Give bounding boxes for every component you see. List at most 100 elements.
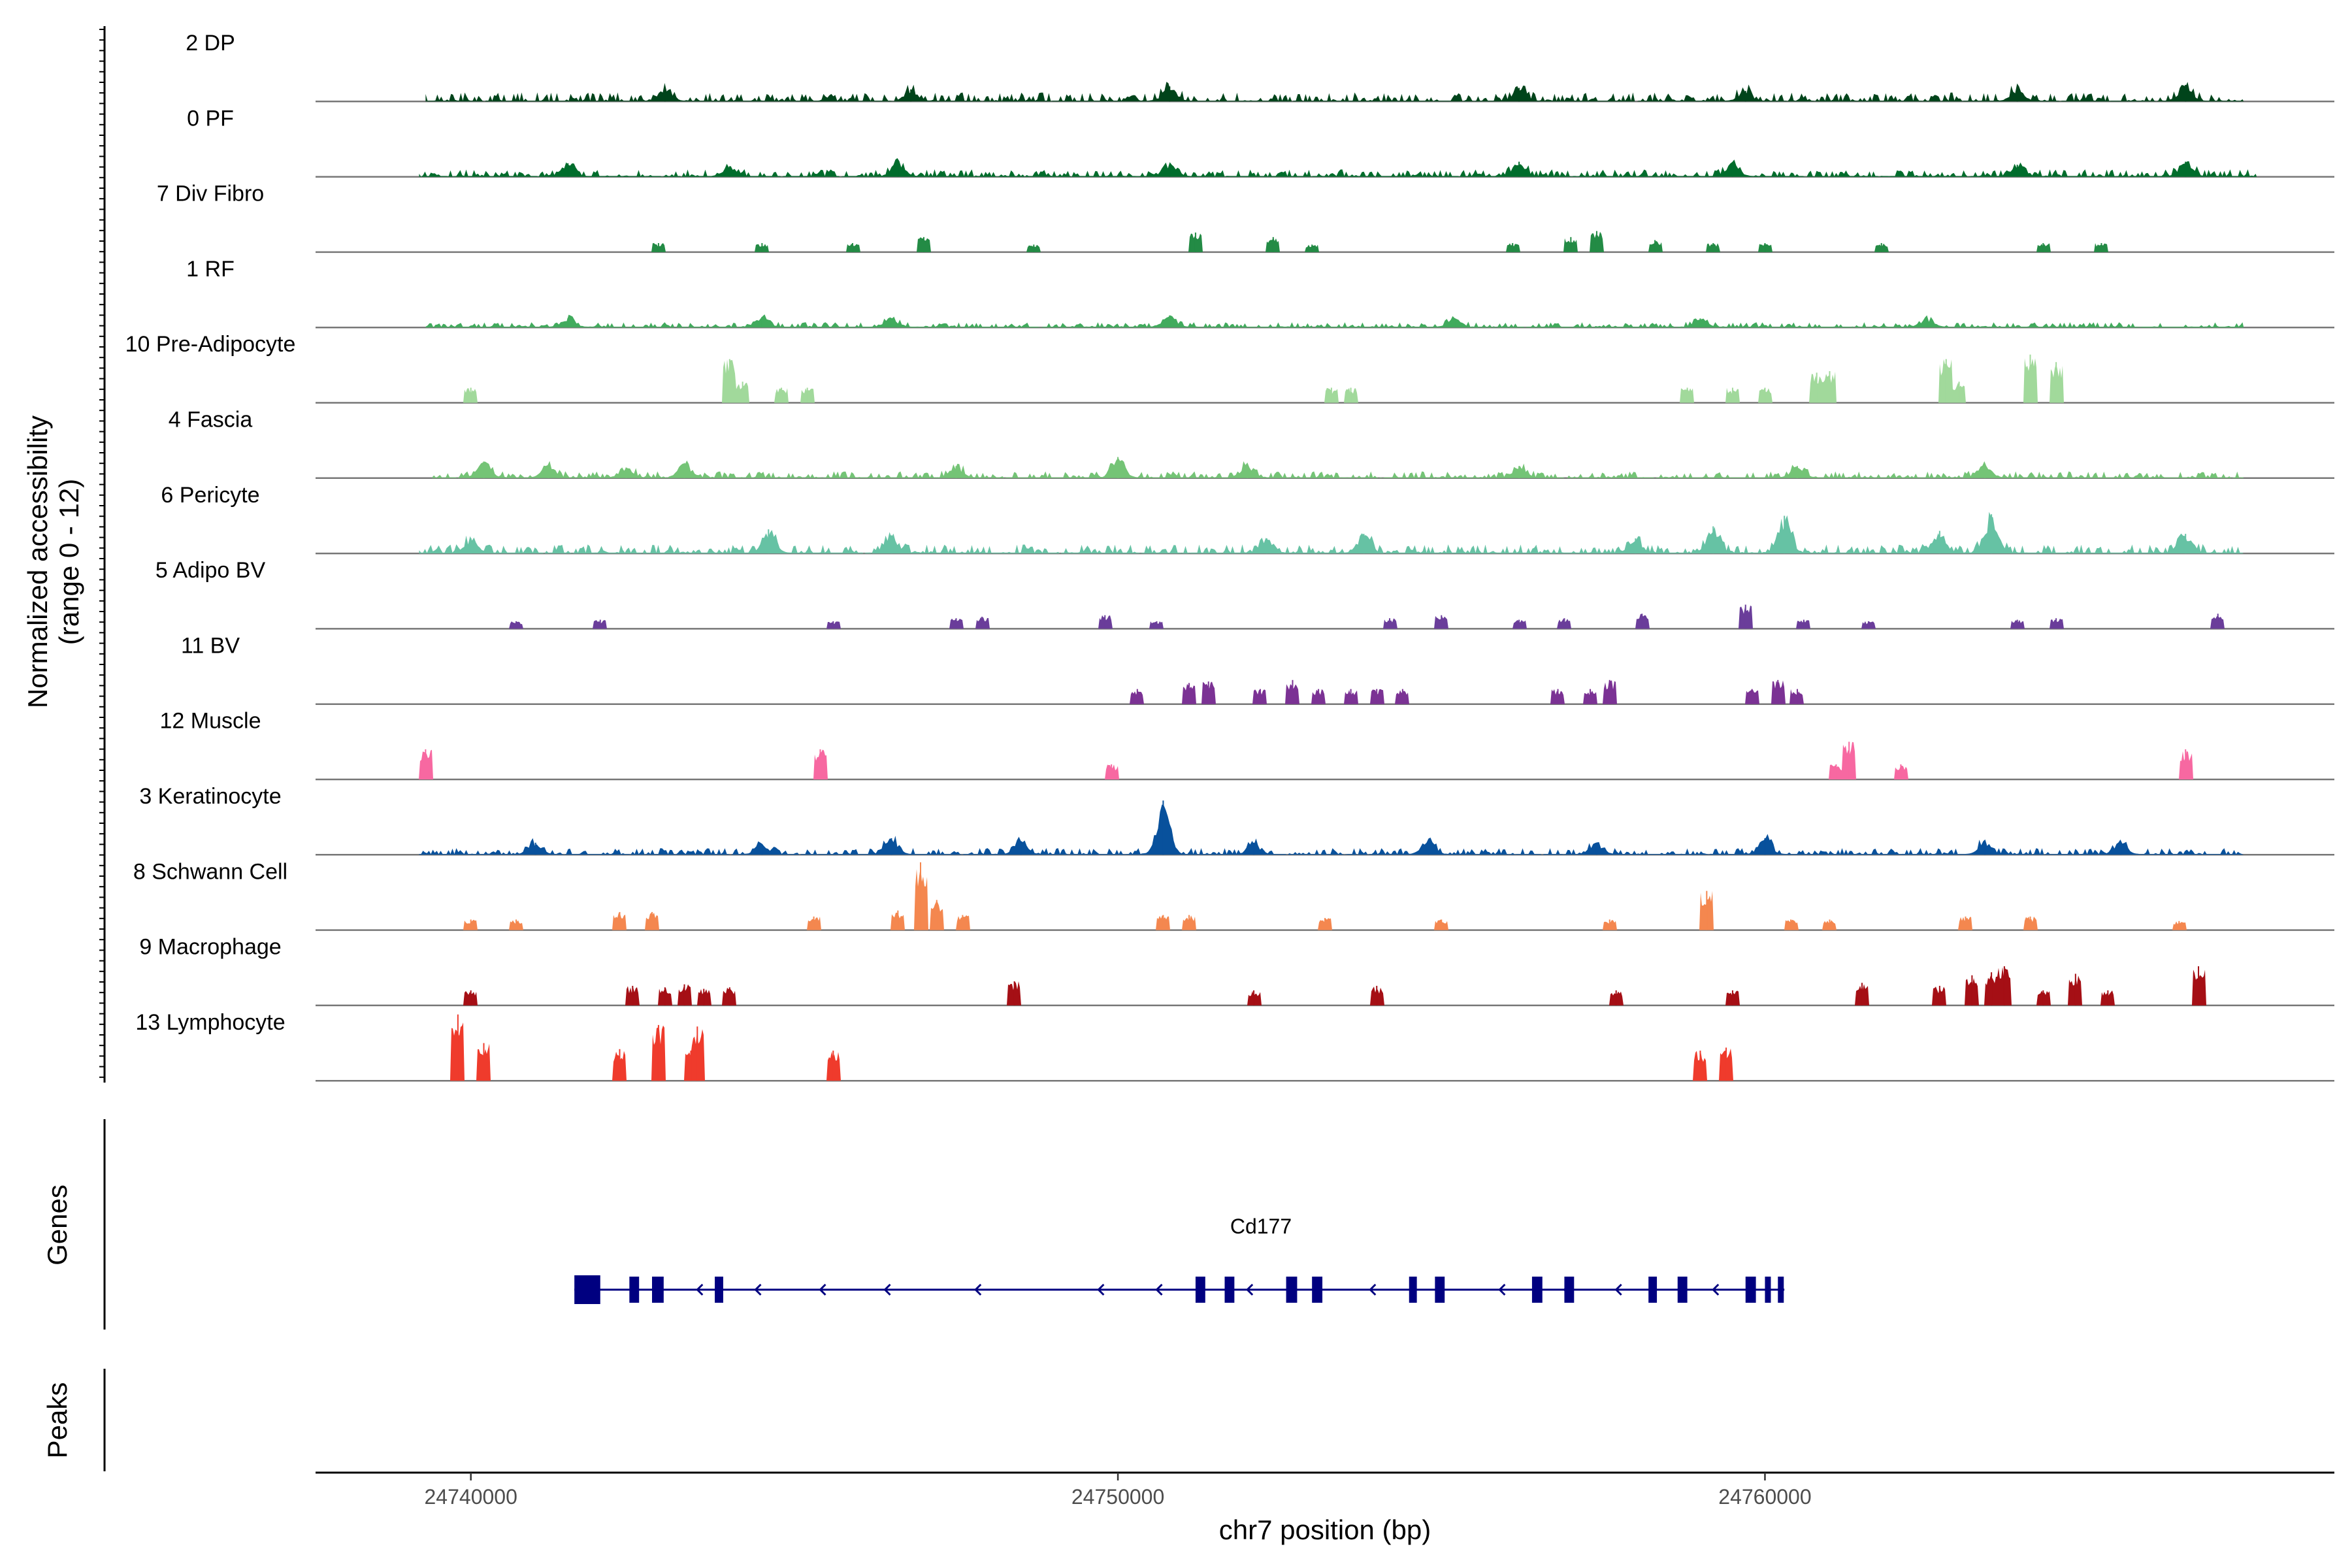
coverage-y-ticks [99,29,105,1078]
peak-9-macrophage-18 [2107,990,2109,1005]
peak-13-lymphocyte-6 [832,1051,834,1081]
track-label-12-muscle: 12 Muscle [160,709,261,734]
track-label-13-lymphocyte: 13 Lymphocyte [135,1010,285,1035]
peak-7-div-fibro-3 [923,237,924,252]
track-label-2-dp: 2 DP [186,31,235,56]
peak-9-macrophage-6 [1013,981,1015,1005]
peak-3-keratinocyte-7 [1595,842,1597,855]
peak-11-bv-5 [1318,689,1320,704]
peak-8-schwann-cell-0 [470,919,472,930]
gene-track [574,1275,1785,1304]
peak-5-adipo-bv-17 [2217,613,2219,629]
peak-10-pre-adipocyte-8 [1731,387,1733,403]
peak-8-schwann-cell-15 [1790,919,1792,930]
peak-0-pf-4 [1518,161,1520,177]
peak-13-lymphocyte-5 [696,1026,698,1081]
track-label-1-rf: 1 RF [186,257,235,282]
track-3-keratinocyte: 3 Keratinocyte [139,784,2334,856]
peak-9-macrophage-0 [470,990,472,1005]
peak-5-adipo-bv-2 [832,621,834,629]
peak-9-macrophage-13 [1971,975,1973,1005]
gene-exon-4 [1195,1277,1205,1303]
peak-9-macrophage-9 [1615,990,1617,1005]
peak-4-fascia-6 [1247,465,1249,478]
peak-5-adipo-bv-15 [2016,619,2018,629]
peak-4-fascia-3 [683,463,685,478]
peak-5-adipo-bv-14 [1867,621,1869,629]
peak-4-fascia-9 [1984,465,1986,478]
peak-4-fascia-2 [625,467,627,478]
peak-11-bv-6 [1350,689,1352,704]
peak-7-div-fibro-5 [1194,232,1196,252]
strand-arrow-5 [1097,1283,1105,1296]
peak-6-pericyte-1 [768,529,770,554]
peak-1-rf-0 [567,318,569,328]
x-axis-ticks: 24740000 24750000 24760000 [425,1473,1812,1509]
peak-9-macrophage-19 [2198,966,2200,1005]
strand-arrow-0 [696,1283,704,1296]
strand-arrow-10 [1563,1283,1571,1296]
peak-10-pre-adipocyte-7 [1686,387,1688,403]
coverage-area-0-pf [419,158,2257,177]
strand-arrow-7 [1246,1283,1254,1296]
peak-11-bv-2 [1207,681,1209,704]
peak-12-muscle-2 [1111,764,1113,779]
gene-exon-0 [574,1275,600,1304]
peak-10-pre-adipocyte-6 [1350,387,1352,403]
peak-8-schwann-cell-8 [962,915,964,930]
peak-9-macrophage-10 [1731,990,1733,1005]
peak-10-pre-adipocyte-15 [2055,362,2057,403]
peak-8-schwann-cell-1 [515,919,517,930]
peak-2-dp-6 [2185,84,2187,102]
peak-0-pf-5 [1731,163,1733,177]
peak-1-rf-3 [1169,315,1171,328]
peak-13-lymphocyte-4 [690,1051,692,1081]
peak-7-div-fibro-11 [1654,240,1656,252]
peak-9-macrophage-2 [664,987,666,1005]
peaks-panel-label: Peaks [42,1382,73,1459]
peak-7-div-fibro-10 [1595,231,1597,252]
peak-7-div-fibro-6 [1272,237,1274,252]
gene-exon-12 [1648,1277,1658,1303]
peak-6-pericyte-4 [1363,534,1365,554]
peak-6-pericyte-6 [1712,526,1714,554]
track-2-dp: 2 DP [186,31,2334,103]
peak-11-bv-1 [1188,683,1190,704]
gene-label-cd177: Cd177 [1230,1215,1292,1238]
peak-11-bv-11 [1609,679,1610,704]
peak-0-pf-0 [567,163,569,177]
track-label-8-schwann-cell: 8 Schwann Cell [133,859,287,884]
peak-8-schwann-cell-13 [1609,919,1610,930]
peak-9-macrophage-1 [632,985,634,1005]
peak-5-adipo-bv-9 [1518,619,1520,629]
peak-0-pf-2 [897,161,899,177]
peak-1-rf-4 [1454,318,1456,328]
gene-exon-13 [1677,1277,1688,1303]
peak-8-schwann-cell-17 [1965,916,1967,930]
gene-exon-8 [1409,1277,1417,1303]
peak-8-schwann-cell-18 [2029,916,2031,930]
y-axis-label-line1: Normalized accessibility [22,416,53,708]
peak-12-muscle-4 [1848,742,1850,779]
peak-5-adipo-bv-1 [599,619,601,629]
peak-8-schwann-cell-2 [619,911,621,930]
peak-3-keratinocyte-6 [1428,840,1429,855]
peak-2-dp-4 [1744,91,1746,102]
peak-5-adipo-bv-7 [1389,618,1391,629]
peak-8-schwann-cell-16 [1829,919,1831,930]
peak-7-div-fibro-8 [1512,243,1514,252]
peak-2-dp-2 [1169,86,1171,102]
gene-exon-15 [1765,1277,1771,1303]
peak-11-bv-10 [1590,689,1592,704]
peak-13-lymphocyte-2 [619,1049,621,1081]
peak-9-macrophage-11 [1861,983,1863,1005]
peak-11-bv-4 [1292,679,1294,704]
peak-10-pre-adipocyte-3 [781,387,783,403]
peak-0-pf-6 [2016,165,2018,177]
coverage-area-13-lymphocyte [316,1022,2334,1081]
peak-7-div-fibro-16 [2100,243,2102,252]
peak-10-pre-adipocyte-9 [1764,387,1766,403]
coverage-area-6-pericyte [419,512,2244,554]
peak-11-bv-7 [1376,689,1378,704]
